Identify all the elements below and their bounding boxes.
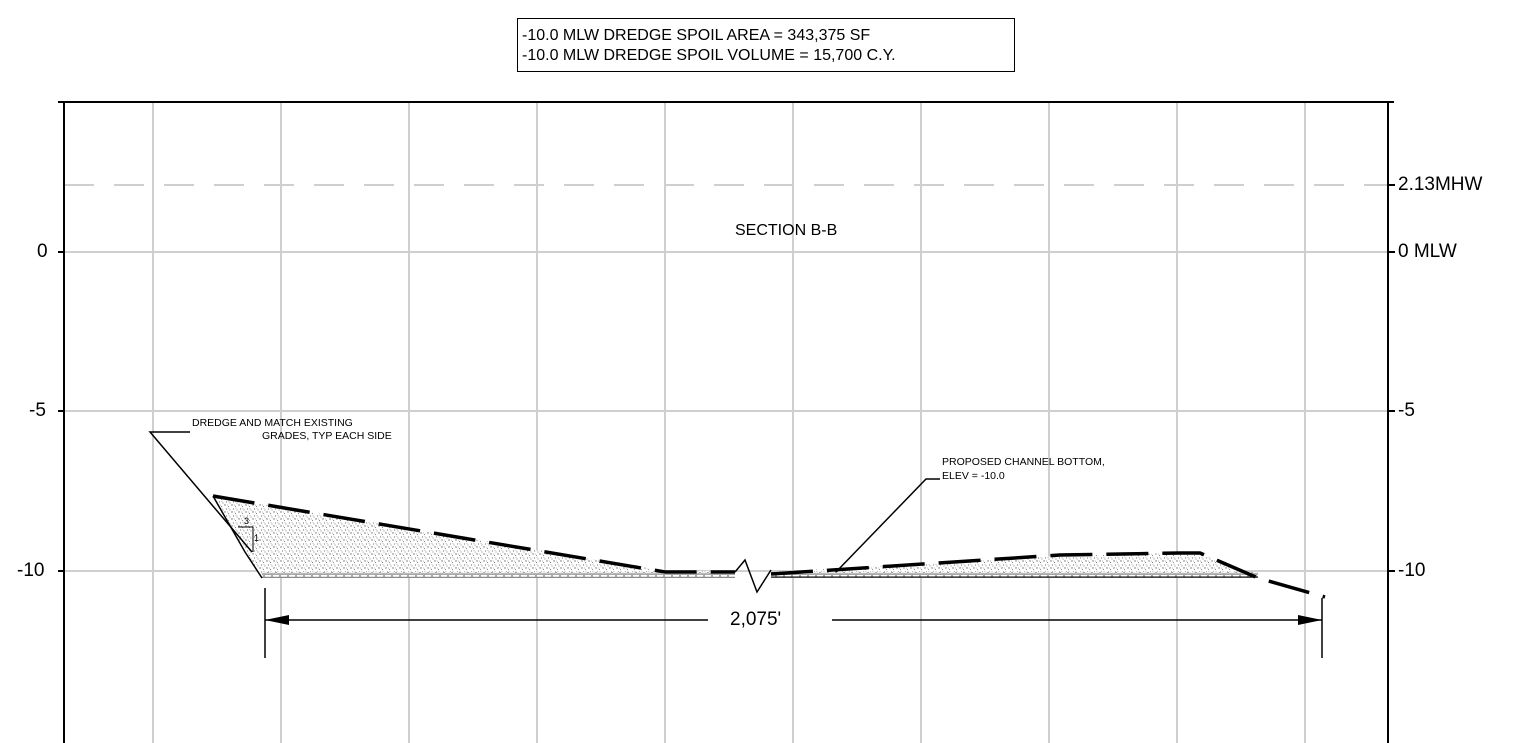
break-symbol <box>734 558 772 594</box>
dredge-spoil-summary-box: -10.0 MLW DREDGE SPOIL AREA = 343,375 SF… <box>517 18 1015 72</box>
right-axis-label-minus10: -10 <box>1398 560 1426 581</box>
left-axis-label-minus5: -5 <box>29 400 46 421</box>
right-axis-label-mlw: 0 MLW <box>1398 241 1457 262</box>
channel-bottom-hatch-right <box>771 572 1258 578</box>
right-axis-label-mhw: 2.13MHW <box>1398 174 1483 195</box>
left-axis-label-minus10: -10 <box>17 560 45 581</box>
slope-run-label: 3 <box>244 516 250 526</box>
side-slope-line <box>212 495 263 579</box>
dredge-spoil-left <box>213 496 735 578</box>
dimension-arrow-right <box>1298 615 1322 625</box>
channel-bottom-leader <box>835 478 940 573</box>
existing-grade-leader <box>148 431 253 553</box>
section-frame <box>58 101 1394 743</box>
spoil-volume-text: -10.0 MLW DREDGE SPOIL VOLUME = 15,700 C… <box>522 47 896 64</box>
dimension-arrow-left <box>265 615 289 625</box>
left-axis-label-0: 0 <box>37 241 48 262</box>
dimension <box>264 588 1323 658</box>
slope-indicator <box>238 526 254 552</box>
section-title: SECTION B-B <box>735 222 838 239</box>
dredge-spoil-right <box>771 553 1258 578</box>
slope-rise-label: 1 <box>254 533 260 543</box>
right-axis-label-minus5: -5 <box>1398 400 1415 421</box>
existing-grade-right <box>770 551 1326 599</box>
existing-grade-note-line1: DREDGE AND MATCH EXISTING <box>192 417 353 429</box>
channel-bottom-note-line2: ELEV = -10.0 <box>942 470 1005 482</box>
vertical-grid <box>152 102 1306 743</box>
existing-grade-left <box>212 494 735 574</box>
spoil-area-text: -10.0 MLW DREDGE SPOIL AREA = 343,375 SF <box>522 27 871 44</box>
channel-bottom-note-line1: PROPOSED CHANNEL BOTTOM, <box>942 456 1105 468</box>
existing-grade-note-line2: GRADES, TYP EACH SIDE <box>262 430 392 442</box>
axis-ticks <box>58 184 1395 572</box>
dimension-label: 2,075' <box>730 609 782 630</box>
channel-bottom-hatch-left <box>262 572 735 578</box>
